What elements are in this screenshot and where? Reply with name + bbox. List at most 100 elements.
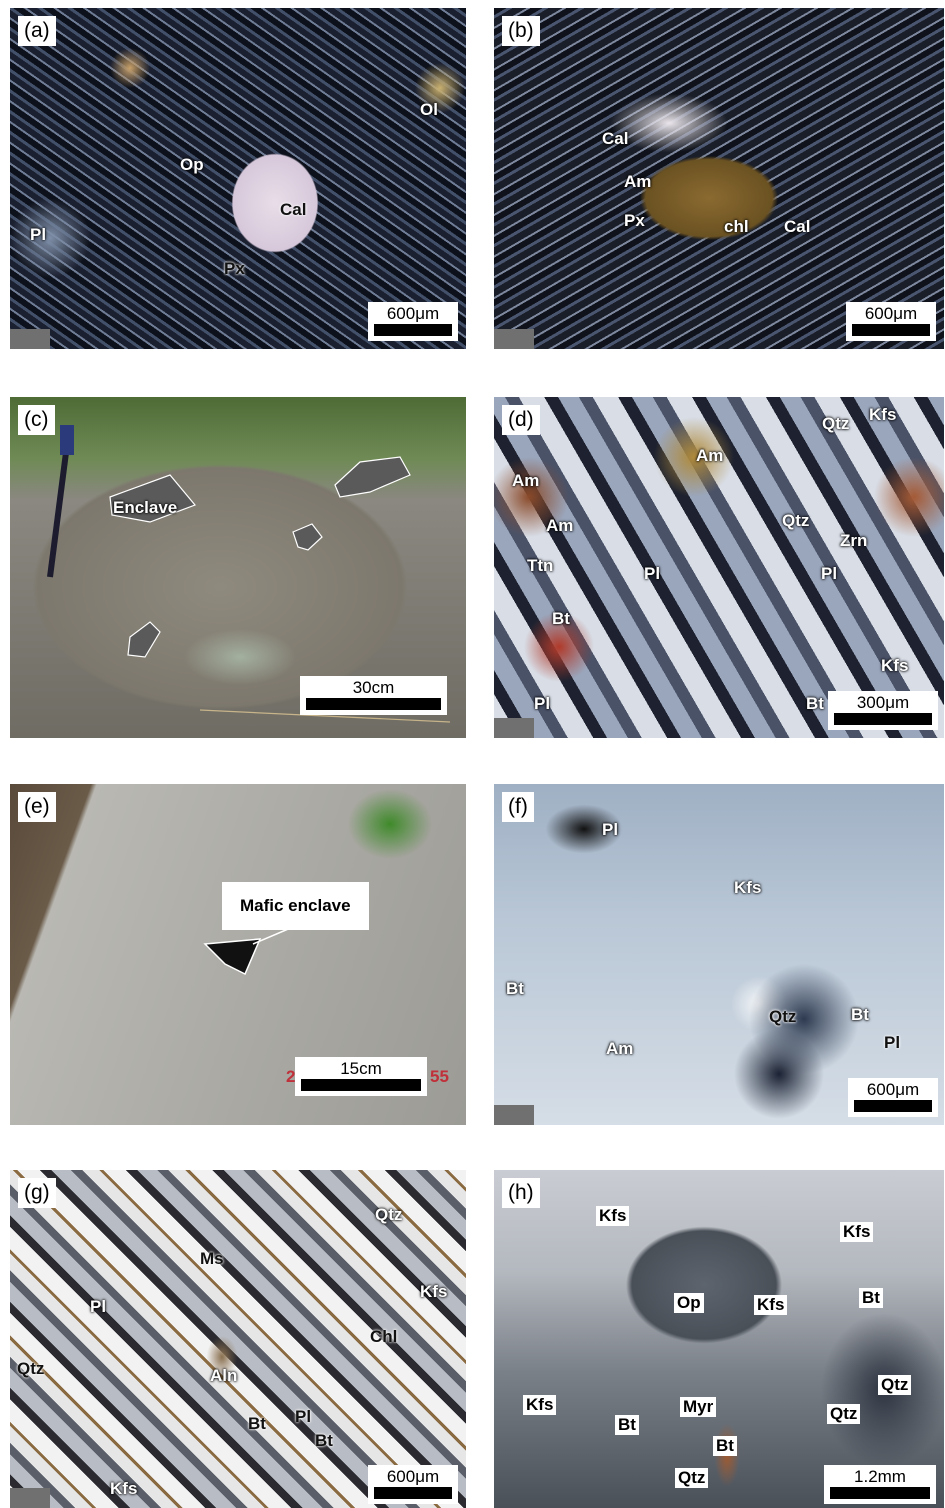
label-op: Op — [674, 1293, 704, 1313]
enclave-outlines — [47, 425, 451, 723]
label-pl: Pl — [30, 225, 47, 244]
label-kfs-2: Kfs — [840, 1222, 874, 1242]
stamp-left: 2 — [286, 1067, 296, 1086]
micrograph-a — [10, 8, 466, 349]
scale-bar: 1.2mm — [824, 1465, 936, 1504]
panel-tag-g: (g) — [18, 1178, 56, 1208]
mafic-enclave-callout: Mafic enclave — [222, 882, 369, 930]
label-bt-2: Bt — [851, 1005, 869, 1024]
label-am-2: Am — [696, 446, 724, 465]
label-kfs: Kfs — [869, 405, 897, 424]
micrograph-f — [494, 784, 944, 1125]
scale-bar-fill — [374, 324, 452, 336]
label-qtz: Qtz — [375, 1205, 403, 1224]
scale-label: 600μm — [386, 1467, 440, 1486]
label-px: Px — [224, 259, 245, 278]
panel-f: (f) Pl Kfs Bt Am Qtz Bt Pl 600μm — [494, 784, 944, 1125]
panel-a: (a) Op Cal Px Pl Ol 600μm — [10, 8, 466, 349]
panel-tag-f: (f) — [502, 792, 534, 822]
label-enclave: Enclave — [113, 498, 178, 517]
label-bt-2: Bt — [615, 1415, 639, 1435]
label-bt: Bt — [506, 979, 524, 998]
panel-b: (b) Cal Am Px chl Cal 600μm — [494, 8, 944, 349]
label-cal-2: Cal — [784, 217, 811, 236]
label-ol: Ol — [420, 100, 438, 119]
label-pl-2: Pl — [295, 1407, 312, 1426]
label-kfs-3: Kfs — [754, 1295, 788, 1315]
scale-bar: 600μm — [368, 302, 458, 341]
scale-label: 600μm — [864, 304, 918, 323]
label-aln: Aln — [210, 1366, 238, 1385]
scale-bar-fill — [834, 713, 932, 725]
label-bt-2: Bt — [806, 694, 824, 713]
scale-bar: 600μm — [846, 302, 936, 341]
micrograph-h — [494, 1170, 944, 1508]
panel-tag-b: (b) — [502, 16, 540, 46]
panel-tag-d: (d) — [502, 405, 540, 435]
label-pl: Pl — [602, 820, 619, 839]
label-chl: chl — [724, 217, 749, 236]
corner-mark — [494, 1105, 534, 1125]
label-am: Am — [606, 1039, 634, 1058]
corner-mark — [10, 329, 50, 349]
label-qtz-2: Qtz — [17, 1359, 45, 1378]
label-pl-3: Pl — [534, 694, 551, 713]
scale-bar-fill — [374, 1487, 452, 1499]
scale-label: 30cm — [352, 678, 395, 697]
scale-label: 15cm — [340, 1059, 382, 1078]
label-qtz-2: Qtz — [827, 1404, 861, 1424]
enclave-shape — [203, 923, 301, 976]
label-myr: Myr — [680, 1397, 717, 1417]
label-am-3: Am — [546, 516, 574, 535]
panel-h: (h) Kfs Kfs Op Kfs Bt Kfs Myr Bt Qtz Qtz… — [494, 1170, 944, 1508]
label-qtz-3: Qtz — [675, 1468, 709, 1488]
label-kfs-2: Kfs — [881, 656, 909, 675]
label-qtz: Qtz — [822, 414, 850, 433]
scale-label: 300μm — [856, 693, 910, 712]
scale-bar-fill — [301, 1079, 421, 1091]
panel-tag-a: (a) — [18, 16, 56, 46]
label-cal: Cal — [602, 129, 629, 148]
panel-d: (d) Am Am Am Ttn Bt Pl Qtz Kfs Qtz Zrn P… — [494, 397, 944, 738]
label-kfs-2: Kfs — [110, 1479, 138, 1498]
scale-bar: 600μm — [848, 1078, 938, 1117]
micrograph-g — [10, 1170, 466, 1508]
label-bt-3: Bt — [713, 1436, 737, 1456]
scale-bar-fill — [854, 1100, 932, 1112]
label-qtz-2: Qtz — [782, 511, 810, 530]
scale-label: 600μm — [386, 304, 440, 323]
label-bt: Bt — [859, 1288, 883, 1308]
label-kfs: Kfs — [596, 1206, 630, 1226]
panel-c: (c) Enclave 30cm — [10, 397, 466, 738]
label-pl: Pl — [90, 1297, 107, 1316]
label-ttn: Ttn — [527, 556, 554, 575]
scale-bar-fill — [852, 324, 930, 336]
label-pl-2: Pl — [821, 564, 838, 583]
panel-tag-c: (c) — [18, 405, 55, 435]
label-am: Am — [624, 172, 652, 191]
label-chl: Chl — [370, 1327, 398, 1346]
scale-label: 600μm — [866, 1080, 920, 1099]
label-op: Op — [180, 155, 204, 174]
label-kfs: Kfs — [420, 1282, 448, 1301]
label-am: Am — [512, 471, 540, 490]
micrograph-d — [494, 397, 944, 738]
scale-label: 1.2mm — [854, 1467, 906, 1486]
scale-bar: 30cm — [300, 676, 447, 715]
label-pl-2: Pl — [884, 1033, 901, 1052]
panel-g: (g) Qtz Ms Pl Kfs Chl Qtz Aln Pl Bt Bt K… — [10, 1170, 466, 1508]
label-kfs: Kfs — [734, 878, 762, 897]
stamp-right: 55 — [430, 1067, 449, 1086]
scale-bar-fill — [306, 698, 441, 710]
label-qtz: Qtz — [878, 1375, 912, 1395]
micrograph-b — [494, 8, 944, 349]
scale-bar: 15cm — [295, 1057, 427, 1096]
label-px: Px — [624, 211, 645, 230]
panel-tag-h: (h) — [502, 1178, 540, 1208]
scale-bar: 600μm — [368, 1465, 458, 1504]
label-pl: Pl — [644, 564, 661, 583]
label-cal: Cal — [280, 200, 307, 219]
label-bt-2: Bt — [315, 1431, 333, 1450]
corner-mark — [494, 329, 534, 349]
panel-e: (e) Mafic enclave 2 55 15cm — [10, 784, 466, 1125]
